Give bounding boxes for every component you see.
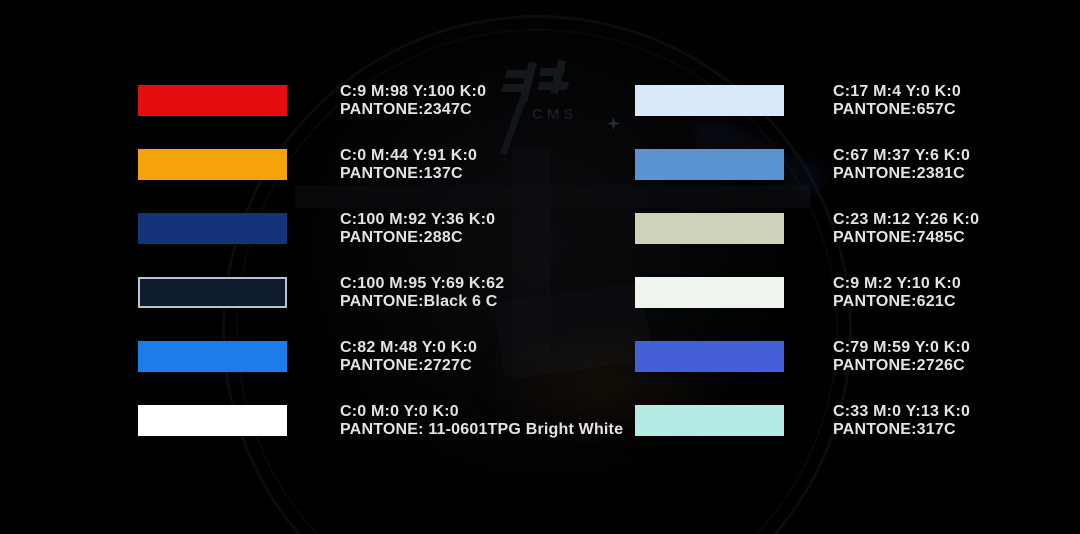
color-labels: C:17 M:4 Y:0 K:0 PANTONE:657C [833, 83, 961, 119]
color-swatch [138, 85, 287, 116]
color-labels: C:9 M:98 Y:100 K:0 PANTONE:2347C [340, 83, 486, 119]
color-swatch [138, 277, 287, 308]
color-swatch [635, 85, 784, 116]
palette-entry: C:0 M:0 Y:0 K:0 PANTONE: 11-0601TPG Brig… [138, 401, 623, 440]
palette-entry: C:9 M:2 Y:10 K:0 PANTONE:621C [635, 273, 961, 312]
pantone-value: PANTONE:2381C [833, 164, 965, 182]
pantone-value: PANTONE:2347C [340, 100, 472, 118]
palette-entry: C:17 M:4 Y:0 K:0 PANTONE:657C [635, 81, 961, 120]
color-swatch [635, 277, 784, 308]
palette-entry: C:33 M:0 Y:13 K:0 PANTONE:317C [635, 401, 970, 440]
palette-entry: C:0 M:44 Y:91 K:0 PANTONE:137C [138, 145, 477, 184]
station-solar-wing-silhouette [295, 185, 810, 208]
cmyk-value: C:0 M:44 Y:91 K:0 [340, 146, 478, 164]
pantone-value: PANTONE:2726C [833, 356, 965, 374]
pantone-value: PANTONE:137C [340, 164, 463, 182]
cmyk-value: C:82 M:48 Y:0 K:0 [340, 338, 478, 356]
color-labels: C:100 M:92 Y:36 K:0 PANTONE:288C [340, 211, 495, 247]
color-labels: C:100 M:95 Y:69 K:62 PANTONE:Black 6 C [340, 275, 504, 311]
color-swatch [138, 213, 287, 244]
palette-entry: C:23 M:12 Y:26 K:0 PANTONE:7485C [635, 209, 979, 248]
cmyk-value: C:33 M:0 Y:13 K:0 [833, 402, 971, 420]
cms-logo-text: CMS [532, 106, 578, 123]
cms-logo-icon [498, 59, 572, 156]
color-swatch [635, 149, 784, 180]
cmyk-value: C:79 M:59 Y:0 K:0 [833, 338, 971, 356]
color-swatch [635, 405, 784, 436]
palette-entry: C:82 M:48 Y:0 K:0 PANTONE:2727C [138, 337, 477, 376]
cmyk-value: C:100 M:95 Y:69 K:62 [340, 274, 505, 292]
cmyk-value: C:0 M:0 Y:0 K:0 [340, 402, 459, 420]
color-swatch [138, 405, 287, 436]
pantone-value: PANTONE:317C [833, 420, 956, 438]
color-labels: C:67 M:37 Y:6 K:0 PANTONE:2381C [833, 147, 970, 183]
color-labels: C:0 M:0 Y:0 K:0 PANTONE: 11-0601TPG Brig… [340, 403, 623, 439]
cmyk-value: C:9 M:98 Y:100 K:0 [340, 82, 487, 100]
color-swatch [138, 341, 287, 372]
cmyk-value: C:100 M:92 Y:36 K:0 [340, 210, 496, 228]
pantone-value: PANTONE:621C [833, 292, 956, 310]
palette-entry: C:100 M:95 Y:69 K:62 PANTONE:Black 6 C [138, 273, 504, 312]
color-swatch [635, 213, 784, 244]
color-labels: C:82 M:48 Y:0 K:0 PANTONE:2727C [340, 339, 477, 375]
color-labels: C:79 M:59 Y:0 K:0 PANTONE:2726C [833, 339, 970, 375]
color-labels: C:23 M:12 Y:26 K:0 PANTONE:7485C [833, 211, 979, 247]
palette-entry: C:100 M:92 Y:36 K:0 PANTONE:288C [138, 209, 495, 248]
cmyk-value: C:9 M:2 Y:10 K:0 [833, 274, 961, 292]
color-swatch [138, 149, 287, 180]
pantone-value: PANTONE: 11-0601TPG Bright White [340, 420, 624, 438]
pantone-value: PANTONE:288C [340, 228, 463, 246]
cmyk-value: C:23 M:12 Y:26 K:0 [833, 210, 980, 228]
palette-entry: C:9 M:98 Y:100 K:0 PANTONE:2347C [138, 81, 486, 120]
palette-entry: C:67 M:37 Y:6 K:0 PANTONE:2381C [635, 145, 970, 184]
color-labels: C:9 M:2 Y:10 K:0 PANTONE:621C [833, 275, 961, 311]
pantone-value: PANTONE:657C [833, 100, 956, 118]
color-labels: C:33 M:0 Y:13 K:0 PANTONE:317C [833, 403, 970, 439]
color-swatch [635, 341, 784, 372]
cmyk-value: C:17 M:4 Y:0 K:0 [833, 82, 961, 100]
pantone-value: PANTONE:Black 6 C [340, 292, 498, 310]
cmyk-value: C:67 M:37 Y:6 K:0 [833, 146, 971, 164]
pantone-value: PANTONE:2727C [340, 356, 472, 374]
color-labels: C:0 M:44 Y:91 K:0 PANTONE:137C [340, 147, 477, 183]
palette-entry: C:79 M:59 Y:0 K:0 PANTONE:2726C [635, 337, 970, 376]
pantone-value: PANTONE:7485C [833, 228, 965, 246]
